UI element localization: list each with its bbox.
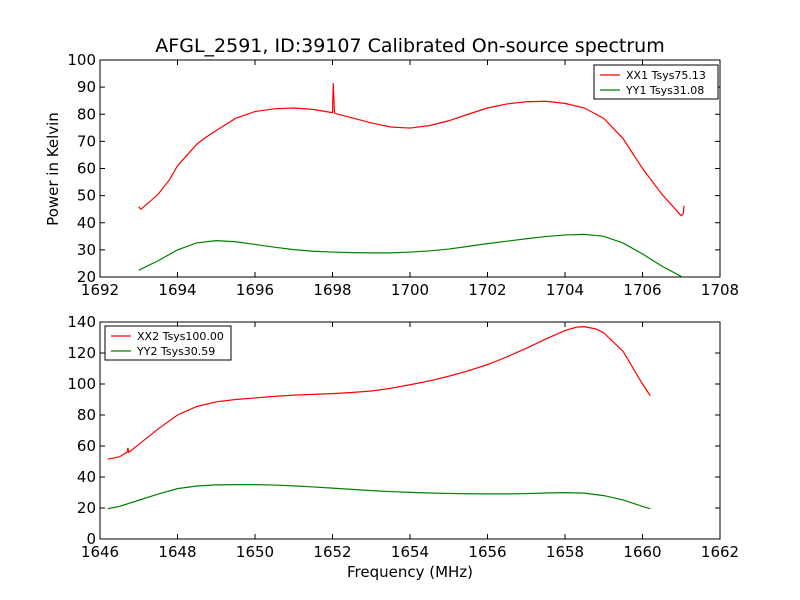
- x-tick-label: 1706: [623, 281, 661, 299]
- series-line-yy1: [138, 233, 682, 277]
- legend: XX1 Tsys75.13 YY1 Tsys31.08: [593, 64, 719, 100]
- legend-box: [104, 325, 232, 361]
- series-line-yy2: [107, 484, 651, 510]
- y-tick-label: 100: [67, 375, 96, 393]
- y-tick-label: 20: [77, 268, 96, 286]
- x-tick-label: 1650: [236, 543, 274, 561]
- x-tick-label: 1648: [158, 543, 196, 561]
- x-tick-label: 1656: [468, 543, 506, 561]
- y-tick-label: 80: [77, 105, 96, 123]
- x-tick-label: 1662: [701, 543, 739, 561]
- y-tick-label: 40: [77, 468, 96, 486]
- y-tick-label: 60: [77, 437, 96, 455]
- y-tick-label: 0: [86, 530, 96, 548]
- legend-entry: XX2 Tsys100.00: [137, 330, 224, 343]
- y-axis-label: Power in Kelvin: [44, 112, 62, 226]
- y-tick-label: 50: [77, 187, 96, 205]
- chart-title: AFGL_2591, ID:39107 Calibrated On-source…: [155, 35, 664, 57]
- y-tick-label: 80: [77, 406, 96, 424]
- legend-entry: YY2 Tsys30.59: [136, 345, 215, 358]
- x-tick-label: 1700: [391, 281, 429, 299]
- x-tick-label: 1652: [313, 543, 351, 561]
- legend: XX2 Tsys100.00 YY2 Tsys30.59: [104, 325, 232, 361]
- series-line-xx2: [107, 326, 651, 460]
- x-tick-label: 1708: [701, 281, 739, 299]
- top-plot: 1692 1694 1696 1698 1700 1702 1704 1706 1708 20 30…: [67, 51, 739, 299]
- y-tick-label: 40: [77, 214, 96, 232]
- x-tick-label: 1704: [546, 281, 584, 299]
- y-tick-label: 90: [77, 78, 96, 96]
- legend-entry: XX1 Tsys75.13: [626, 69, 706, 82]
- y-tick-label: 120: [67, 344, 96, 362]
- legend-box: [593, 64, 719, 100]
- y-tick-label: 70: [77, 132, 96, 150]
- y-tick-label: 30: [77, 241, 96, 259]
- series-group: [107, 326, 651, 510]
- bottom-plot: 1646 1648 1650 1652 1654 1656 1658 1660 1662 0 20 4…: [67, 313, 739, 561]
- x-tick-label: 1698: [313, 281, 351, 299]
- x-tick-label: 1646: [81, 543, 119, 561]
- x-tick-label: 1654: [391, 543, 429, 561]
- series-group: [138, 83, 685, 277]
- y-tick-label: 100: [67, 51, 96, 69]
- x-tick-label: 1696: [236, 281, 274, 299]
- y-tick-label: 140: [67, 313, 96, 331]
- x-tick-label: 1694: [158, 281, 196, 299]
- x-axis-label: Frequency (MHz): [347, 563, 473, 581]
- x-tick-label: 1660: [623, 543, 661, 561]
- series-line-xx1: [138, 83, 685, 217]
- legend-entry: YY1 Tsys31.08: [625, 84, 704, 97]
- y-tick-label: 20: [77, 499, 96, 517]
- x-tick-label: 1658: [546, 543, 584, 561]
- y-tick-label: 60: [77, 160, 96, 178]
- x-tick-label: 1702: [468, 281, 506, 299]
- x-tick-label: 1692: [81, 281, 119, 299]
